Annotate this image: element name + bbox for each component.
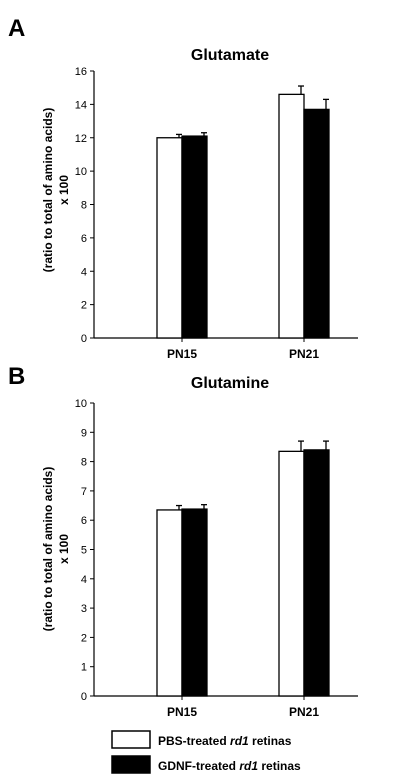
panel-b-ylabel-line1: (ratio to total of amino acids): [41, 467, 55, 632]
b-ytick-label: 9: [81, 427, 87, 439]
a-ytick-label: 14: [75, 99, 87, 111]
b-ytick-label: 8: [81, 457, 87, 469]
b-category-label: PN21: [289, 705, 319, 719]
legend-label-pbs: PBS-treated rd1 retinas: [158, 734, 292, 748]
b-ytick-label: 10: [75, 398, 87, 410]
legend-swatch-pbs: [111, 730, 151, 749]
b-ytick-label: 6: [81, 515, 87, 527]
panel-b: B Glutamine (ratio to total of amino aci…: [8, 363, 358, 719]
b-ytick-label: 5: [81, 545, 87, 557]
legend-swatch-gdnf: [111, 755, 151, 774]
b-ytick-label: 3: [81, 603, 87, 615]
panel-a-title: Glutamate: [191, 47, 269, 64]
b-bar-pn15-gdnf: [181, 508, 208, 697]
panel-a-ylabel-line2: x 100: [57, 175, 71, 205]
b-ytick-label: 2: [81, 632, 87, 644]
b-ytick-label: 7: [81, 486, 87, 498]
panel-a-letter: A: [8, 15, 25, 42]
a-bar-pn15-pbs: [156, 137, 183, 339]
a-ytick-label: 0: [81, 333, 87, 345]
b-bar-pn21-pbs: [278, 450, 305, 697]
panel-b-title: Glutamine: [191, 375, 269, 392]
a-ytick-label: 4: [81, 266, 87, 278]
panel-a-ylabel-line1: (ratio to total of amino acids): [41, 108, 55, 273]
panel-a: A Glutamate (ratio to total of amino aci…: [8, 15, 358, 361]
legend-label-gdnf: GDNF-treated rd1 retinas: [158, 759, 301, 773]
b-bar-pn21-gdnf: [303, 449, 330, 697]
panel-b-letter: B: [8, 363, 25, 390]
b-ytick-label: 0: [81, 691, 87, 703]
a-ytick-label: 6: [81, 233, 87, 245]
b-category-label: PN15: [167, 705, 197, 719]
a-category-label: PN15: [167, 347, 197, 361]
a-ytick-label: 8: [81, 200, 87, 212]
a-ytick-label: 2: [81, 300, 87, 312]
b-bar-pn15-pbs: [156, 509, 183, 697]
a-bar-pn15-gdnf: [181, 135, 208, 339]
legend: PBS-treated rd1 retinas GDNF-treated rd1…: [111, 730, 301, 774]
a-ytick-label: 12: [75, 133, 87, 145]
b-ytick-label: 4: [81, 574, 87, 586]
panel-b-ylabel-line2: x 100: [57, 534, 71, 564]
b-ytick-label: 1: [81, 662, 87, 674]
panel-b-plot: 0 1 2 3 4 5 6 7 8 9 10 PN15 PN21: [75, 398, 358, 719]
a-bar-pn21-gdnf: [303, 108, 330, 339]
a-bar-pn21-pbs: [278, 93, 305, 339]
a-ytick-label: 16: [75, 66, 87, 78]
a-category-label: PN21: [289, 347, 319, 361]
a-ytick-label: 10: [75, 166, 87, 178]
panel-a-plot: 0 2 4 6 8 10 12 14 16 PN15 PN21: [75, 66, 358, 361]
